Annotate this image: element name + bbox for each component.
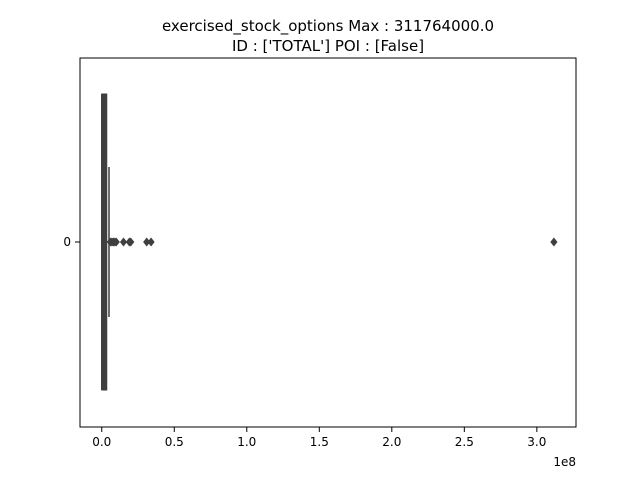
outlier-point	[112, 237, 120, 247]
outlier-point	[119, 237, 128, 247]
x-tick-label: 3.0	[527, 435, 546, 449]
x-tick-label: 2.0	[382, 435, 401, 449]
x-tick-label: 1.0	[237, 435, 256, 449]
chart-title-line-1: exercised_stock_options Max : 311764000.…	[162, 17, 494, 36]
chart-title-line-2: ID : ['TOTAL'] POI : [False]	[232, 37, 424, 55]
x-tick-label: 2.5	[455, 435, 474, 449]
outlier-point	[550, 237, 558, 247]
y-axis: 0	[63, 235, 80, 249]
outlier-point	[127, 237, 135, 247]
outlier-point	[147, 237, 155, 247]
x-axis-multiplier: 1e8	[553, 455, 576, 469]
x-tick-label: 1.5	[310, 435, 329, 449]
plot-area	[101, 93, 558, 391]
axes-frame	[79, 57, 577, 428]
x-tick-label: 0.5	[165, 435, 184, 449]
x-tick-label: 0.0	[92, 435, 111, 449]
outlier-point	[143, 237, 151, 247]
y-tick-label: 0	[63, 235, 71, 249]
x-axis: 0.0 0.5 1.0 1.5 2.0 2.5 3.0	[92, 427, 546, 449]
